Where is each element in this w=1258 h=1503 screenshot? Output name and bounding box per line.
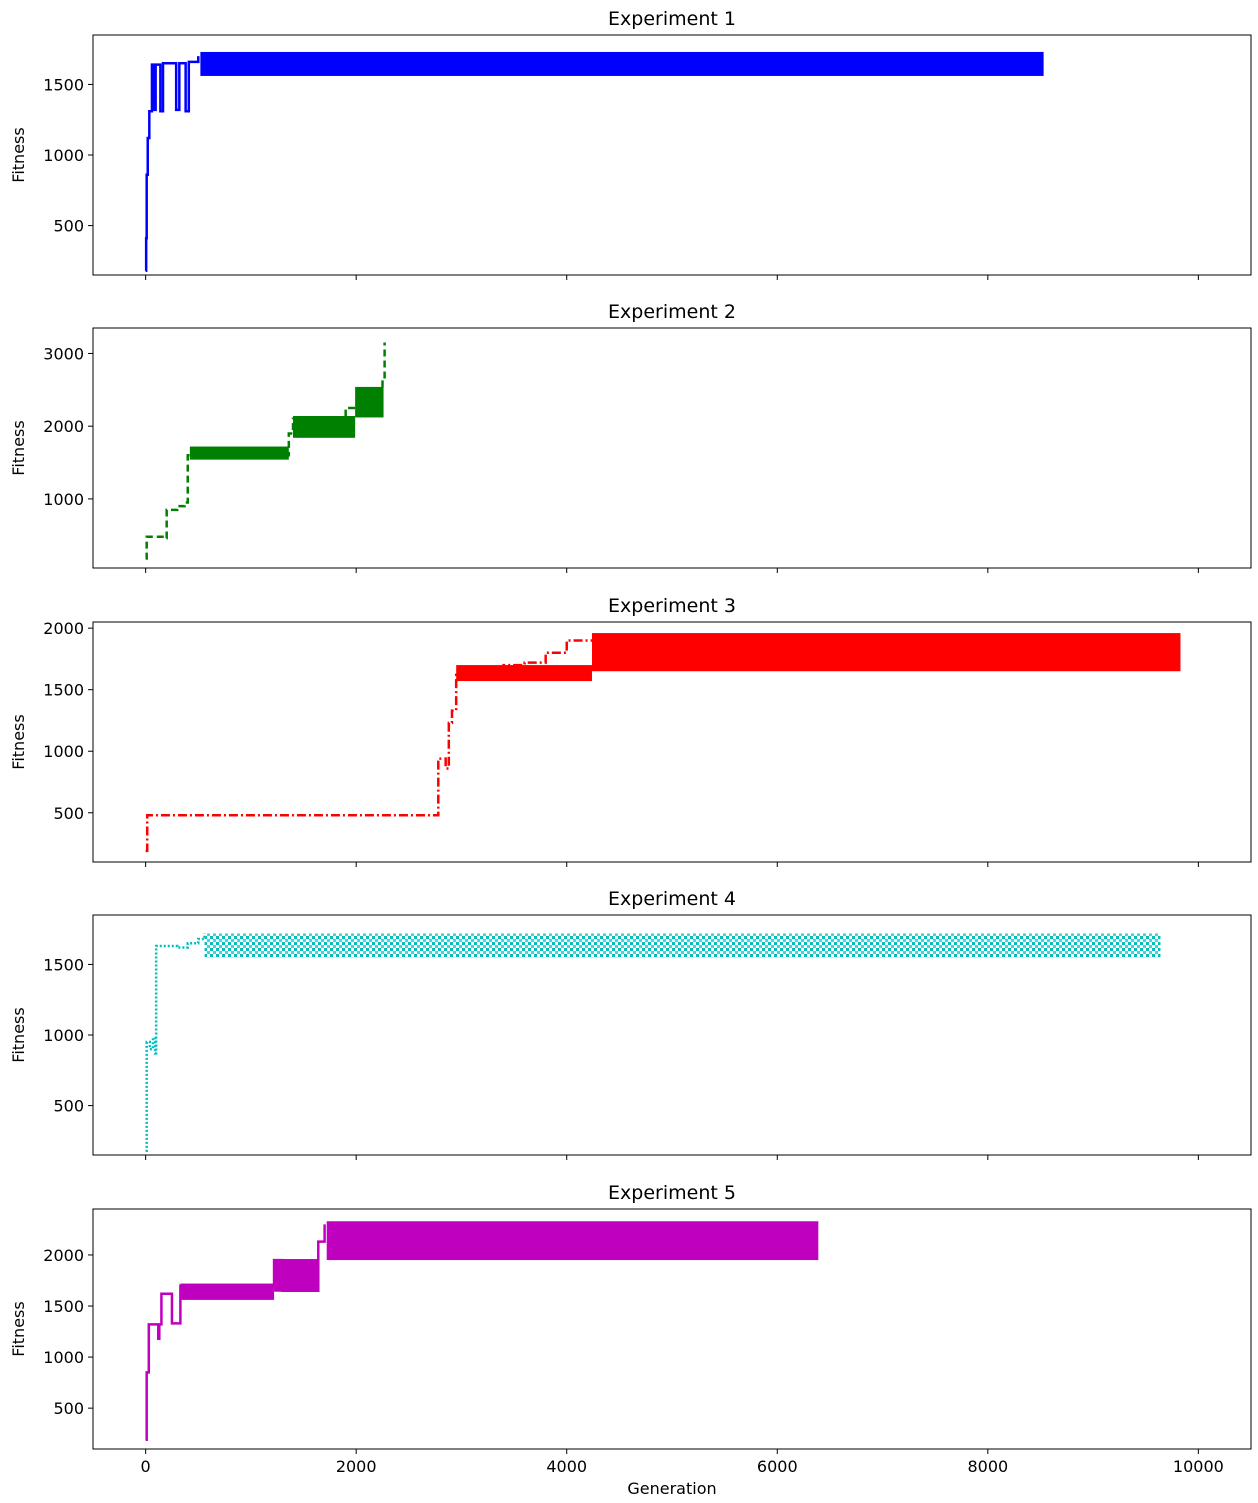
x-tick-label: 6000 — [757, 1457, 798, 1476]
subplot-title: Experiment 2 — [608, 301, 736, 323]
y-axis-label: Fitness — [9, 1301, 28, 1356]
x-tick-label: 4000 — [546, 1457, 587, 1476]
y-tick-label: 1000 — [43, 146, 84, 165]
subplot-title: Experiment 5 — [608, 1182, 736, 1204]
oscillation-band-2 — [180, 1283, 275, 1300]
oscillation-band-fill-1 — [204, 933, 1161, 958]
y-tick-label: 2000 — [43, 1246, 84, 1265]
plot-frame — [92, 1208, 1252, 1450]
y-tick-label: 3000 — [43, 344, 84, 363]
plot-frame — [92, 327, 1252, 569]
y-tick-label: 500 — [53, 1399, 84, 1418]
plot-frame — [92, 621, 1252, 863]
series-3 — [145, 633, 1181, 853]
oscillation-band-3 — [355, 386, 384, 418]
subplot-2: Experiment 2 Fitness 1000 2000 3000 — [9, 301, 1252, 573]
oscillation-band-1 — [189, 446, 289, 460]
x-tick-label: 2000 — [336, 1457, 377, 1476]
subplot-4: Experiment 4 Fitness 500 1000 1500 — [9, 888, 1252, 1160]
subplot-3: Experiment 3 Fitness 500 1000 1500 2000 — [9, 595, 1252, 867]
series-2 — [145, 342, 386, 560]
fitness-line — [145, 933, 206, 1153]
y-tick-label: 1000 — [43, 1348, 84, 1367]
y-axis-label: Fitness — [9, 1007, 28, 1062]
oscillation-band-1 — [200, 51, 1044, 76]
y-axis-label: Fitness — [9, 420, 28, 475]
y-tick-label: 2000 — [43, 417, 84, 436]
oscillation-band-1 — [591, 633, 1181, 672]
fitness-line — [145, 1224, 326, 1442]
y-tick-label: 1500 — [43, 75, 84, 94]
subplot-title: Experiment 1 — [608, 8, 736, 30]
series-4 — [145, 933, 1161, 1153]
y-tick-label: 500 — [53, 217, 84, 236]
y-tick-label: 1000 — [43, 1026, 84, 1045]
oscillation-band-2 — [456, 665, 592, 682]
series-5 — [145, 1221, 819, 1442]
series-1 — [144, 51, 1044, 273]
y-axis-label: Fitness — [9, 127, 28, 182]
x-tick-label: 0 — [141, 1457, 151, 1476]
y-tick-label: 1500 — [43, 681, 84, 700]
y-axis-label: Fitness — [9, 714, 28, 769]
x-axis-label: Generation — [627, 1479, 716, 1498]
y-tick-label: 500 — [53, 804, 84, 823]
oscillation-band-1 — [326, 1221, 819, 1261]
subplot-1: Experiment 1 Fitness 500 1000 1500 — [9, 8, 1252, 280]
subplot-title: Experiment 3 — [608, 595, 736, 617]
y-tick-label: 1000 — [43, 742, 84, 761]
y-tick-label: 2000 — [43, 619, 84, 638]
y-tick-label: 1500 — [43, 1297, 84, 1316]
fitness-line — [144, 56, 200, 273]
subplot-title: Experiment 4 — [608, 888, 736, 910]
fitness-line — [145, 634, 600, 853]
y-tick-label: 1000 — [43, 490, 84, 509]
x-tick-label: 10000 — [1173, 1457, 1224, 1476]
x-tick-label: 8000 — [967, 1457, 1008, 1476]
fitness-line — [145, 342, 386, 560]
oscillation-band-3 — [274, 1259, 319, 1292]
y-tick-label: 500 — [53, 1097, 84, 1116]
subplot-5: Experiment 5 Fitness 500 1000 1500 2000 0 2000 4… — [9, 1182, 1252, 1498]
y-tick-label: 1500 — [43, 955, 84, 974]
